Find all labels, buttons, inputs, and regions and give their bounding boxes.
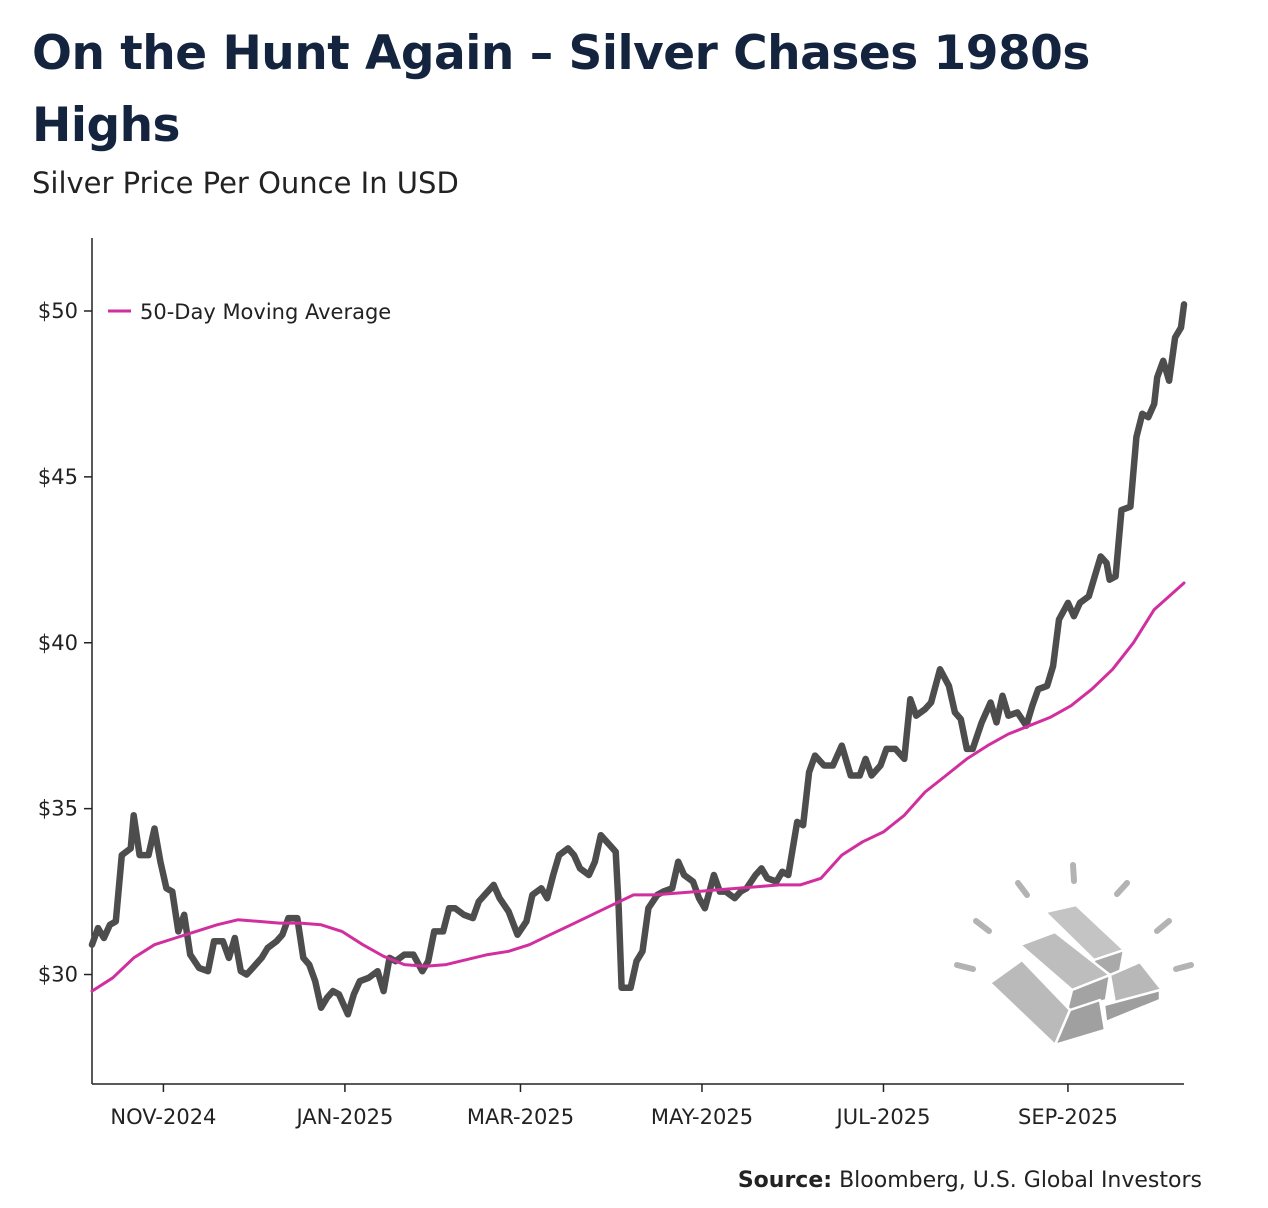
silver-price-line: [88, 301, 1188, 1018]
y-tick-label: $50: [38, 299, 78, 323]
source-text: Bloomberg, U.S. Global Investors: [839, 1168, 1202, 1193]
source-label: Source:: [737, 1168, 833, 1193]
shine-ray: [1015, 880, 1030, 898]
chart-legend: 50-Day Moving Average: [108, 300, 391, 324]
shine-ray: [1070, 862, 1077, 884]
chart-subtitle: Silver Price Per Ounce In USD: [32, 166, 459, 200]
gold-bar: [1053, 998, 1107, 1047]
y-tick-label: $45: [38, 465, 78, 489]
x-tick-label: NOV-2024: [110, 1105, 216, 1129]
shine-ray: [1114, 880, 1130, 897]
x-tick-label: MAR-2025: [467, 1105, 574, 1129]
shine-ray: [1173, 962, 1194, 972]
y-tick-label: $40: [38, 631, 78, 655]
shine-ray: [1154, 918, 1172, 934]
chart-axes: $30 $35 $40 $45 $50 NOV-2024 JAN-2025 MAR-2025 M…: [38, 238, 1184, 1129]
moving-average-line: [90, 581, 1186, 993]
x-tick-label: MAY-2025: [651, 1105, 753, 1129]
chart-lines: [88, 301, 1188, 1018]
x-tick-label: JAN-2025: [294, 1105, 393, 1129]
source-note: Source: Bloomberg, U.S. Global Investors: [738, 1168, 1202, 1193]
gold-bars-icon: [954, 862, 1194, 1047]
chart-title: On the Hunt Again – Silver Chases 1980s …: [32, 26, 1090, 153]
gold-bar: [1064, 973, 1112, 1016]
gold-bar: [1102, 988, 1162, 1024]
shine-ray: [954, 962, 976, 972]
legend-label: 50-Day Moving Average: [140, 300, 391, 324]
y-tick-label: $30: [38, 963, 78, 987]
y-tick-label: $35: [38, 797, 78, 821]
shine-ray: [973, 918, 992, 934]
x-tick-label: SEP-2025: [1018, 1105, 1118, 1129]
gold-bar: [1108, 960, 1164, 1012]
x-tick-label: JUL-2025: [835, 1105, 931, 1129]
